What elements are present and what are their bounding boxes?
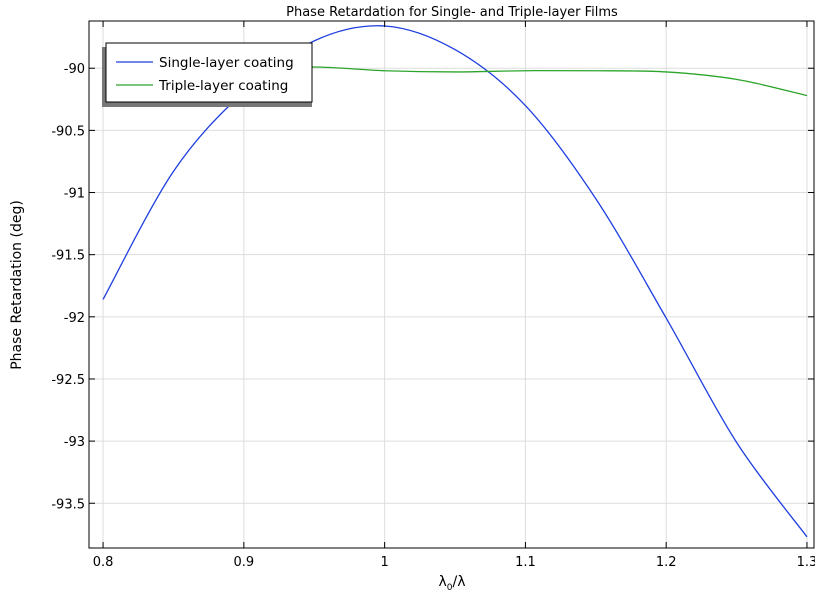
x-tick-label: 1.3 bbox=[797, 555, 815, 570]
legend-label-triple-layer: Triple-layer coating bbox=[158, 78, 288, 94]
legend-label-single-layer: Single-layer coating bbox=[159, 55, 294, 71]
series-line-single-layer bbox=[102, 25, 808, 538]
chart-title: Phase Retardation for Single- and Triple… bbox=[286, 5, 618, 20]
y-tick-label: -90.5 bbox=[51, 124, 85, 139]
grid bbox=[89, 21, 814, 548]
y-tick-label: -93 bbox=[64, 435, 85, 450]
y-tick-label: -92 bbox=[64, 311, 85, 326]
plot-frame bbox=[88, 20, 815, 549]
x-tick-label: 0.9 bbox=[234, 555, 255, 570]
y-tick-label: -92.5 bbox=[51, 373, 85, 388]
axis-ticks: 0.8 0.9 1 1.1 1.2 1.3 -90 -90.5 -91 -91.5 -92 -92.5… bbox=[51, 21, 815, 570]
x-axis-label: λ0/λ bbox=[438, 574, 465, 593]
x-tick-label: 1 bbox=[380, 555, 388, 570]
y-tick-label: -93.5 bbox=[51, 497, 85, 512]
y-tick-label: -91 bbox=[64, 187, 85, 202]
legend-box bbox=[105, 42, 313, 103]
x-tick-label: 1.2 bbox=[656, 555, 677, 570]
x-tick-label: 0.8 bbox=[93, 555, 114, 570]
x-tick-label: 1.1 bbox=[515, 555, 536, 570]
y-tick-label: -90 bbox=[64, 62, 85, 77]
y-axis-label: Phase Retardation (deg) bbox=[9, 200, 25, 370]
legend: Single-layer coating Triple-layer coatin… bbox=[102, 42, 313, 107]
y-tick-label: -91.5 bbox=[51, 249, 85, 264]
